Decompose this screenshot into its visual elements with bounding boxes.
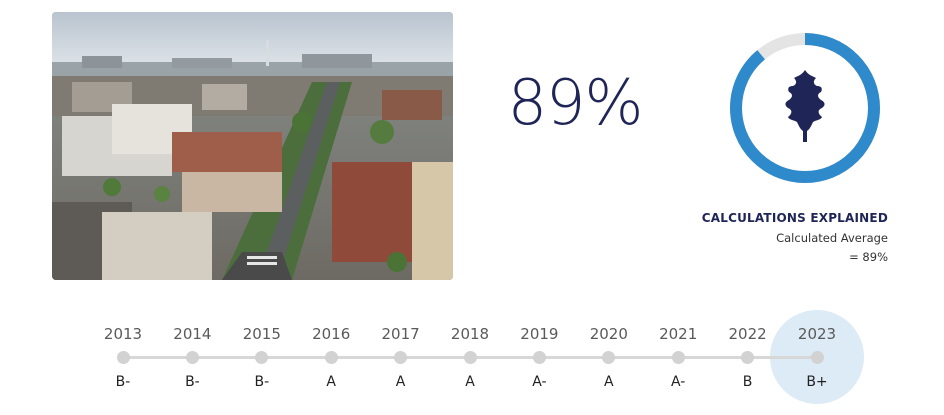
timeline-dot[interactable] bbox=[394, 351, 408, 364]
timeline-year: 2023 bbox=[797, 325, 837, 343]
timeline-dot[interactable] bbox=[255, 351, 269, 364]
timeline-grade: B+ bbox=[806, 374, 828, 390]
timeline-year: 2016 bbox=[312, 325, 351, 343]
score-ring bbox=[727, 30, 883, 186]
timeline-grade: B- bbox=[185, 374, 200, 390]
timeline-dot[interactable] bbox=[741, 351, 755, 364]
calculated-average-label: Calculated Average bbox=[776, 231, 888, 245]
timeline-dot[interactable] bbox=[602, 351, 616, 364]
timeline-dot[interactable] bbox=[116, 351, 130, 364]
calculations-title[interactable]: CALCULATIONS EXPLAINED bbox=[701, 211, 888, 225]
timeline-dot[interactable] bbox=[463, 351, 477, 364]
grade-timeline: 2013 B- 2014 B- 2015 B- 2016 A 2017 A 2018 A 2019 A- 2… bbox=[0, 310, 944, 415]
score-percent: 89% bbox=[507, 66, 644, 139]
timeline-dot[interactable] bbox=[671, 351, 685, 364]
timeline-grade: A bbox=[395, 374, 406, 390]
timeline-year: 2018 bbox=[450, 325, 490, 343]
timeline-year: 2020 bbox=[589, 325, 628, 343]
timeline-item-2017[interactable]: 2017 A bbox=[371, 310, 431, 390]
timeline-year: 2017 bbox=[381, 325, 420, 343]
timeline-grade: B bbox=[742, 374, 753, 390]
timeline-grade: B- bbox=[115, 374, 131, 390]
timeline-dot[interactable] bbox=[532, 351, 546, 364]
timeline-item-2018[interactable]: 2018 A bbox=[440, 310, 500, 390]
timeline-item-2014[interactable]: 2014 B- bbox=[162, 310, 222, 390]
timeline-item-2022[interactable]: 2022 B bbox=[718, 310, 778, 390]
timeline-dot[interactable] bbox=[185, 351, 199, 364]
timeline-grade: B- bbox=[254, 374, 270, 390]
score-ring-progress bbox=[730, 33, 880, 183]
timeline-item-2023[interactable]: 2023 B+ bbox=[787, 310, 847, 390]
timeline-item-2013[interactable]: 2013 B- bbox=[93, 310, 153, 390]
city-photo-illustration bbox=[52, 12, 453, 280]
timeline-year: 2021 bbox=[659, 325, 698, 343]
calculations-panel: CALCULATIONS EXPLAINED Calculated Averag… bbox=[702, 211, 888, 264]
score-ring-graphic bbox=[730, 33, 880, 183]
oak-leaf-icon bbox=[785, 70, 825, 142]
calculated-average-value: = 89% bbox=[849, 250, 888, 264]
timeline-item-2021[interactable]: 2021 A- bbox=[648, 310, 708, 390]
timeline-dot[interactable] bbox=[810, 351, 824, 364]
timeline-year: 2015 bbox=[242, 325, 281, 343]
timeline-item-2020[interactable]: 2020 A bbox=[579, 310, 639, 390]
timeline-year: 2022 bbox=[728, 325, 767, 343]
timeline-grade: A bbox=[465, 374, 475, 390]
timeline-grade: A bbox=[604, 374, 614, 390]
timeline-year: 2019 bbox=[520, 325, 559, 343]
timeline-grade: A- bbox=[671, 374, 686, 390]
timeline-item-2016[interactable]: 2016 A bbox=[301, 310, 361, 390]
timeline-item-2015[interactable]: 2015 B- bbox=[232, 310, 292, 390]
timeline-grade: A bbox=[326, 374, 336, 390]
city-aerial-photo bbox=[52, 12, 453, 280]
timeline-grade: A- bbox=[532, 374, 547, 390]
timeline-year: 2014 bbox=[173, 325, 212, 343]
timeline-year: 2013 bbox=[103, 325, 143, 343]
timeline-dot[interactable] bbox=[324, 351, 338, 364]
timeline-item-2019[interactable]: 2019 A- bbox=[509, 310, 569, 390]
